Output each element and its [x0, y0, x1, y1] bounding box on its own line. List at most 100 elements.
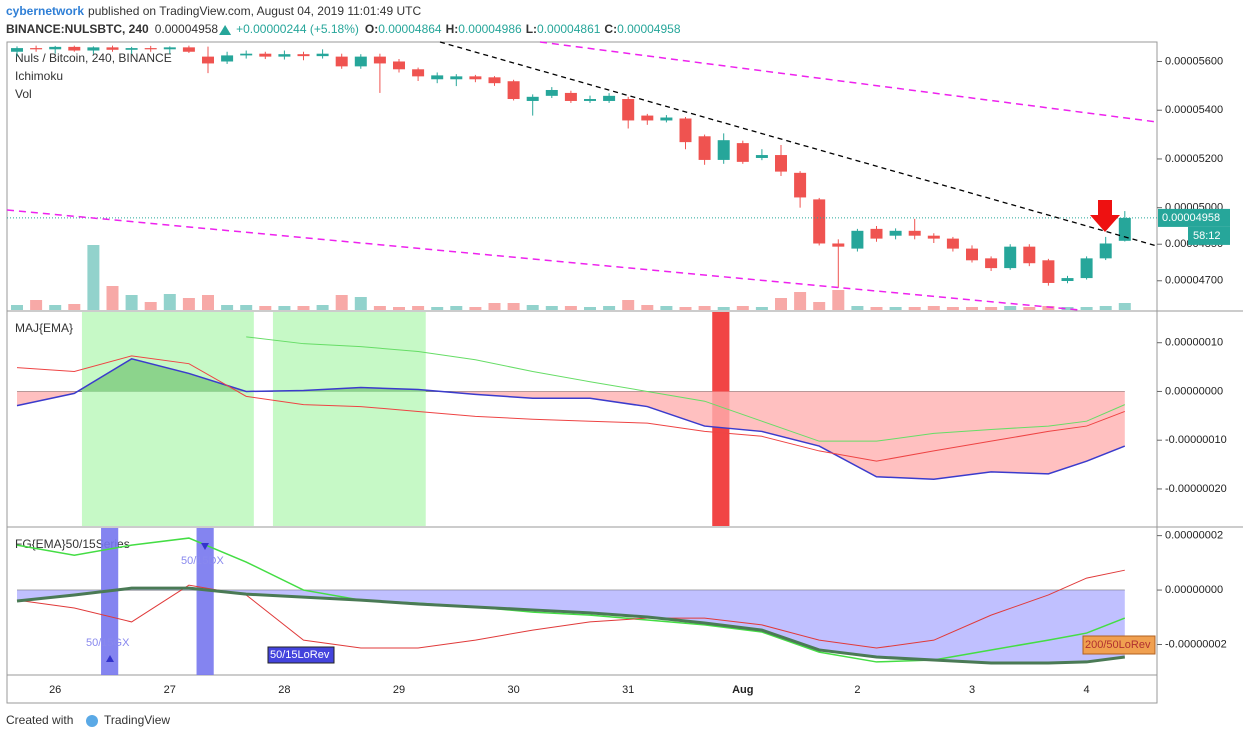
candle-body: [354, 56, 367, 67]
header-line: cybernetwork published on TradingView.com…: [6, 4, 421, 18]
author: cybernetwork: [6, 4, 84, 18]
candle-body: [49, 46, 62, 50]
candle-body: [221, 55, 234, 62]
ohlc-label: C:: [604, 22, 617, 36]
candle-body: [698, 136, 711, 160]
logo: [86, 715, 98, 727]
candle-body: [908, 230, 921, 236]
candle-body: [335, 56, 348, 67]
candle-body: [30, 48, 43, 50]
y-tick-label: 0.00000000: [1165, 385, 1223, 397]
candle-body: [431, 75, 444, 80]
volume-bar: [1004, 306, 1017, 310]
candle-body: [889, 230, 902, 236]
candle-body: [240, 53, 253, 56]
pane-title: MAJ{EMA}: [15, 321, 73, 335]
x-tick-label: 28: [278, 684, 290, 696]
countdown: 58:12: [1193, 230, 1221, 242]
volume-bar: [1061, 307, 1074, 310]
candle-body: [622, 99, 635, 121]
volume-bar: [603, 306, 616, 310]
volume-bar: [545, 306, 558, 310]
y-tick-label: 0.00000002: [1165, 530, 1223, 542]
y-tick-label: 0.00000000: [1165, 584, 1223, 596]
signal-label: 200/50LoRev: [1085, 639, 1151, 651]
volume-bar: [30, 300, 43, 310]
y-tick-label: 0.00005600: [1165, 55, 1223, 67]
pane-title: Nuls / Bitcoin, 240, BINANCE: [15, 51, 172, 65]
series-line: [16, 355, 1125, 462]
pane-label: Vol: [15, 87, 32, 101]
volume-bar: [507, 303, 520, 310]
volume-bar: [1118, 303, 1131, 310]
candle-body: [832, 243, 845, 247]
x-tick-label: 31: [622, 684, 634, 696]
candle-body: [985, 258, 998, 269]
highlight-band: [196, 528, 214, 675]
candle-body: [11, 48, 23, 52]
candle-body: [660, 117, 673, 121]
x-tick-label: 4: [1084, 684, 1090, 696]
footer-brand: TradingView: [104, 713, 170, 727]
volume-bar: [698, 306, 711, 310]
up-triangle: [219, 25, 232, 35]
candle-body: [393, 61, 405, 70]
published: published on TradingView.com, August 04,…: [88, 4, 421, 18]
candle-body: [679, 118, 692, 143]
candle-body: [946, 238, 959, 249]
ohlc-value: 0.00004986: [458, 22, 522, 36]
volume-bar: [526, 305, 539, 310]
signal-marker: [106, 655, 114, 662]
volume-bar: [373, 306, 386, 310]
volume-bar: [851, 306, 864, 310]
y-tick-label: -0.00000002: [1165, 638, 1227, 650]
candle-body: [144, 48, 157, 50]
candle-body: [755, 155, 768, 158]
candle-body: [202, 56, 214, 64]
candle-body: [794, 172, 807, 198]
y-tick-label: 0.00000010: [1165, 337, 1223, 349]
volume-bar: [679, 307, 692, 310]
candle-body: [1080, 258, 1093, 279]
red-arrow: [1090, 200, 1120, 232]
candle-body: [450, 76, 463, 80]
volume-bar: [68, 304, 81, 310]
volume-bar: [564, 306, 577, 310]
channel-line: [539, 41, 1158, 123]
volume-bar: [736, 306, 749, 310]
volume-bar: [584, 307, 596, 310]
volume-bar: [717, 307, 730, 310]
series-line: [16, 357, 1126, 480]
candle-body: [736, 143, 749, 162]
highlight-band: [101, 528, 119, 675]
series-line: [16, 586, 1125, 665]
candle-body: [507, 81, 520, 100]
y-tick-label: 0.00004700: [1165, 275, 1223, 287]
candle-body: [641, 115, 654, 121]
signal-label-box: [1082, 635, 1156, 655]
volume-bar: [660, 306, 673, 310]
countdown-box: [1188, 226, 1230, 245]
volume-bar: [985, 307, 998, 310]
candle-body: [106, 47, 119, 50]
volume-bar: [832, 290, 845, 310]
y-tick-label: -0.00000020: [1165, 483, 1227, 495]
volume-bar: [202, 295, 214, 310]
volume-bar: [870, 307, 883, 310]
ohlc-value: 0.00004861: [537, 22, 601, 36]
volume-bar: [297, 306, 310, 310]
volume-bar: [889, 307, 902, 310]
last-price-label: 0.00004958: [1162, 212, 1220, 224]
candle-body: [182, 47, 195, 52]
volume-bar: [240, 305, 253, 310]
ohlc-value: 0.00004958: [617, 22, 681, 36]
candle-body: [163, 47, 176, 50]
highlight-band: [81, 312, 254, 526]
volume-bar: [755, 307, 768, 310]
volume-bar: [354, 297, 367, 310]
trend-line: [439, 41, 1158, 247]
volume-bar: [259, 306, 272, 310]
signal-label: 50/15LoRev: [270, 649, 330, 661]
volume-bar: [813, 302, 826, 310]
volume-bar: [946, 307, 959, 310]
